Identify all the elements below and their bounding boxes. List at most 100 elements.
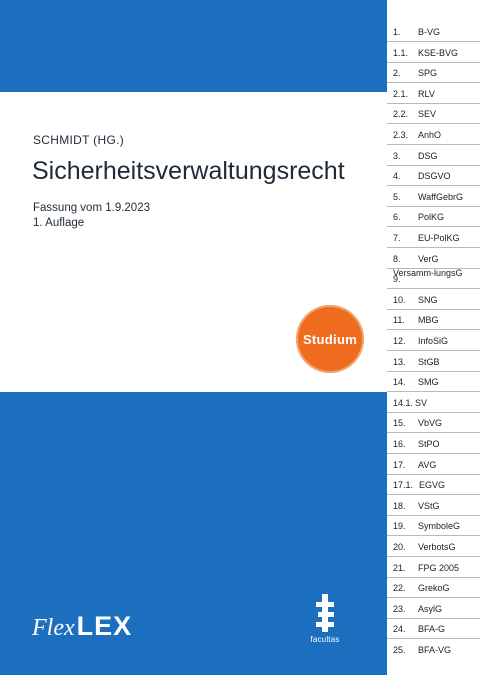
- tab-item[interactable]: 14.1. SV: [387, 392, 480, 413]
- tab-number: 2.2.: [393, 109, 409, 120]
- tab-item[interactable]: 8. VerG: [387, 248, 480, 269]
- tab-index: 1. B-VG 1.1. KSE-BVG 2. SPG 2.1. RLV 2.2…: [387, 21, 480, 660]
- tab-number: 20.: [393, 542, 406, 552]
- tab-number: 3.: [393, 150, 401, 161]
- tab-label: Versamm-lungsG: [393, 268, 463, 279]
- publisher-logo: facultas: [300, 594, 350, 654]
- tab-item[interactable]: 14. SMG: [387, 371, 480, 393]
- brand-lex: LEX: [76, 611, 133, 641]
- tab-label: SymboleG: [418, 521, 461, 532]
- tab-number: 2.3.: [393, 130, 409, 140]
- tab-item[interactable]: 7. EU-PolKG: [387, 227, 480, 248]
- tab-label: FPG 2005: [418, 562, 460, 573]
- tab-label: KSE-BVG: [418, 47, 459, 58]
- tab-label: GrekoG: [418, 583, 450, 594]
- tab-number: 9.: [393, 274, 401, 285]
- tab-number: 10.: [393, 294, 406, 305]
- tab-item[interactable]: 18. VStG: [387, 495, 480, 516]
- tab-item[interactable]: 20. VerbotsG: [387, 536, 480, 557]
- tab-item[interactable]: 13. StGB: [387, 351, 480, 372]
- tab-label: AVG: [418, 459, 437, 470]
- tab-number: 8.: [393, 253, 401, 264]
- tab-number: 15.: [393, 418, 406, 429]
- tab-item[interactable]: 24. BFA-G: [387, 618, 480, 640]
- tab-label: SV: [415, 397, 428, 408]
- tab-number: 16.: [393, 439, 406, 449]
- brand-flex: Flex: [32, 615, 75, 641]
- tab-item[interactable]: 22. GrekoG: [387, 577, 480, 599]
- tab-item[interactable]: 12. InfoSiG: [387, 330, 480, 351]
- tab-number: 19.: [393, 521, 406, 532]
- tab-label: PolKG: [418, 212, 445, 223]
- tab-label: VbVG: [418, 418, 443, 429]
- tab-number: 23.: [393, 603, 406, 614]
- tab-item[interactable]: 1. B-VG: [387, 21, 480, 42]
- tab-label: VerG: [418, 253, 439, 264]
- tab-label: DSG: [418, 150, 438, 161]
- tab-label: B-VG: [418, 27, 441, 37]
- tab-number: 24.: [393, 624, 406, 635]
- tab-label: InfoSiG: [418, 336, 449, 346]
- tab-number: 12.: [393, 336, 406, 346]
- tab-label: BFA-G: [418, 624, 446, 635]
- tab-number: 21.: [393, 562, 406, 573]
- editor-name: SCHMIDT (HG.): [33, 133, 125, 147]
- tab-item[interactable]: 6. PolKG: [387, 206, 480, 228]
- tab-item[interactable]: 2.3. AnhO: [387, 124, 480, 145]
- tab-item[interactable]: 17.1. EGVG: [387, 474, 480, 496]
- tab-label: MBG: [418, 315, 439, 326]
- tab-number: 6.: [393, 212, 401, 223]
- tab-label: VerbotsG: [418, 542, 456, 552]
- tab-label: DSGVO: [418, 171, 451, 182]
- tab-label: VStG: [418, 500, 440, 511]
- tab-item[interactable]: 5. WaffGebrG: [387, 186, 480, 207]
- book-title: Sicherheitsverwaltungsrecht: [32, 157, 345, 185]
- tab-item[interactable]: 1.1. KSE-BVG: [387, 42, 480, 63]
- facultas-icon: [316, 594, 334, 632]
- tab-item[interactable]: 11. MBG: [387, 309, 480, 331]
- tab-number: 13.: [393, 356, 406, 367]
- version-date: Fassung vom 1.9.2023: [33, 202, 150, 214]
- tab-label: SMG: [418, 377, 439, 388]
- tab-label: AnhO: [418, 130, 442, 140]
- tab-item[interactable]: 9. Versamm-lungsG: [387, 268, 480, 290]
- tab-item[interactable]: 2.2. SEV: [387, 103, 480, 125]
- tab-label: AsylG: [418, 603, 443, 614]
- tab-item[interactable]: 2. SPG: [387, 62, 480, 84]
- tab-item[interactable]: 3. DSG: [387, 145, 480, 166]
- tab-label: BFA-VG: [418, 645, 452, 655]
- tab-item[interactable]: 10. SNG: [387, 289, 480, 310]
- tab-number: 5.: [393, 191, 401, 202]
- tab-item[interactable]: 4. DSGVO: [387, 165, 480, 187]
- tab-label: RLV: [418, 88, 435, 99]
- tab-item[interactable]: 2.1. RLV: [387, 83, 480, 104]
- publisher-name: facultas: [310, 635, 340, 644]
- tab-number: 22.: [393, 583, 406, 594]
- tab-number: 18.: [393, 500, 406, 511]
- tab-item[interactable]: 17. AVG: [387, 454, 480, 475]
- edition-number: 1. Auflage: [33, 217, 85, 229]
- flexlex-logo: Flex LEX: [32, 611, 132, 647]
- tab-label: EGVG: [419, 480, 446, 491]
- tab-number: 17.1.: [393, 480, 414, 491]
- tab-number: 2.: [393, 68, 401, 79]
- tab-number: 1.1.: [393, 47, 409, 58]
- tab-number: 2.1.: [393, 88, 409, 99]
- tab-number: 7.: [393, 233, 401, 243]
- tab-label: SNG: [418, 294, 438, 305]
- tab-label: StPO: [418, 439, 440, 449]
- tab-label: SPG: [418, 68, 438, 79]
- tab-item[interactable]: 23. AsylG: [387, 598, 480, 619]
- tab-number: 14.1.: [393, 397, 414, 408]
- tab-item[interactable]: 21. FPG 2005: [387, 557, 480, 578]
- tab-number: 11.: [393, 315, 405, 326]
- tab-label: SEV: [418, 109, 437, 120]
- tab-item[interactable]: 19. SymboleG: [387, 515, 480, 537]
- tab-item[interactable]: 16. StPO: [387, 433, 480, 454]
- tab-number: 1.: [393, 27, 401, 37]
- tab-item[interactable]: 15. VbVG: [387, 412, 480, 434]
- tab-item[interactable]: 25. BFA-VG: [387, 639, 480, 660]
- tab-number: 14.: [393, 377, 406, 388]
- tab-number: 17.: [393, 459, 406, 470]
- tab-label: StGB: [418, 356, 440, 367]
